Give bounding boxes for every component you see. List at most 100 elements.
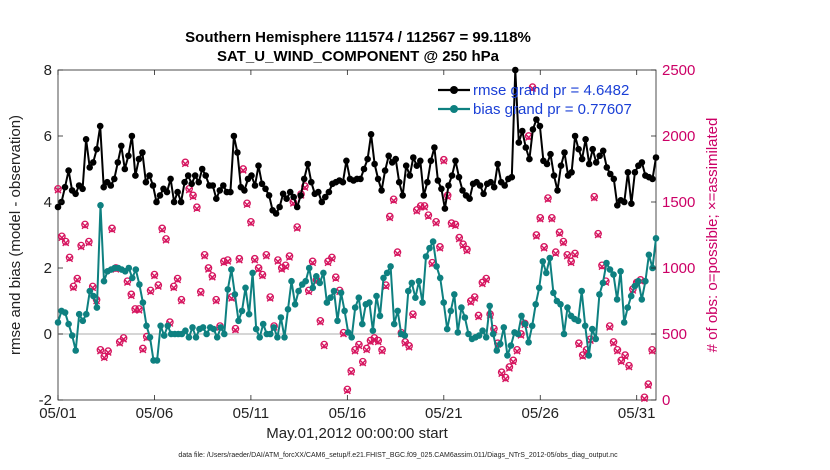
legend: rmse grand pr = 4.6482 bias grand pr = 0… — [438, 82, 632, 118]
bias-point-123 — [489, 330, 497, 338]
bias-point-25 — [143, 322, 150, 330]
bias-point-142 — [557, 301, 564, 308]
obs-assimilated-marker-2 — [62, 239, 70, 247]
bias-point-158 — [613, 296, 621, 303]
rmse-point-98 — [399, 192, 407, 199]
rmse-point-130 — [512, 66, 519, 74]
y2-axis-label: # of obs: o=possible; ×=assimilated — [704, 118, 721, 353]
bias-point-37 — [185, 334, 193, 341]
rmse-point-15 — [107, 182, 115, 189]
rmse-point-117 — [466, 195, 473, 202]
obs-assimilated-marker-68 — [316, 318, 324, 326]
rmse-point-37 — [184, 172, 192, 179]
bias-point-12 — [97, 202, 104, 209]
bias-point-13 — [100, 277, 108, 285]
bias-point-119 — [475, 332, 483, 339]
obs-assimilated-stroke — [239, 166, 247, 174]
rmse-point-74 — [315, 188, 322, 196]
obs-assimilated-stroke — [351, 347, 359, 355]
obs-possible-marker-134 — [571, 249, 579, 258]
obs-assimilated-marker-1 — [58, 234, 66, 242]
obs-assimilated-stroke — [409, 312, 417, 320]
obs-possible-marker-24 — [146, 286, 155, 295]
bias-point-125 — [497, 340, 504, 348]
obs-assimilated-marker-85 — [382, 282, 390, 290]
obs-assimilated-marker-75 — [343, 387, 351, 395]
obs-assimilated-stroke — [563, 252, 571, 260]
obs-possible-marker-18 — [123, 277, 132, 286]
rmse-point-65 — [283, 195, 290, 202]
obs-possible-marker-60 — [285, 252, 294, 260]
bias-point-161 — [624, 304, 631, 311]
bias-point-11 — [93, 304, 101, 311]
rmse-point-142 — [554, 187, 561, 194]
bias-point-84 — [351, 304, 359, 311]
obs-assimilated-marker-6 — [77, 243, 85, 251]
obs-assimilated-stroke — [262, 252, 270, 260]
bias-point-75 — [320, 269, 327, 277]
obs-assimilated-stroke — [451, 222, 459, 230]
obs-assimilated-marker-108 — [471, 294, 479, 302]
obs-possible-marker-54 — [262, 250, 271, 259]
bias-point-5 — [72, 347, 79, 354]
obs-assimilated-stroke — [278, 265, 286, 273]
obs-assimilated-stroke — [606, 323, 614, 331]
obs-assimilated-stroke — [436, 244, 444, 252]
rmse-point-110 — [441, 205, 449, 212]
rmse-point-27 — [149, 182, 157, 189]
rmse-point-25 — [142, 178, 150, 186]
bias-point-140 — [550, 289, 557, 297]
obs-assimilated-marker-40 — [208, 273, 216, 281]
obs-assimilated-stroke — [594, 231, 602, 239]
obs-assimilated-stroke — [212, 297, 220, 305]
obs-possible-marker-28 — [162, 235, 170, 243]
rmse-point-29 — [156, 192, 164, 199]
obs-assimilated-marker-123 — [529, 84, 537, 92]
obs-possible-marker-88 — [393, 248, 402, 257]
rmse-point-10 — [89, 159, 97, 166]
rmse-point-56 — [251, 182, 259, 189]
obs-possible-marker-6 — [77, 241, 85, 250]
rmse-point-3 — [65, 167, 72, 174]
obs-assimilated-marker-133 — [567, 259, 575, 267]
bias-point-26 — [146, 334, 154, 341]
obs-possible-marker-69 — [320, 340, 329, 349]
bias-point-66 — [288, 277, 295, 285]
bias-point-44 — [210, 325, 217, 333]
obs-assimilated-stroke — [332, 275, 340, 283]
obs-assimilated-marker-8 — [85, 239, 93, 247]
obs-possible-marker-92 — [409, 310, 417, 319]
bias-point-167 — [645, 251, 653, 259]
obs-assimilated-stroke — [502, 375, 510, 383]
obs-assimilated-stroke — [328, 255, 336, 263]
bias-point-169 — [652, 235, 660, 242]
bias-series — [54, 202, 660, 364]
rmse-point-90 — [371, 160, 378, 168]
rmse-point-109 — [438, 185, 445, 193]
obs-possible-marker-32 — [177, 295, 186, 304]
rmse-point-75 — [318, 198, 326, 206]
bias-point-144 — [564, 304, 571, 311]
bias-point-126 — [500, 324, 508, 331]
obs-assimilated-marker-102 — [448, 220, 456, 228]
obs-possible-marker-17 — [119, 334, 128, 342]
obs-assimilated-marker-50 — [247, 219, 255, 227]
bias-point-148 — [578, 287, 585, 295]
obs-assimilated-stroke — [463, 247, 471, 255]
bias-point-130 — [514, 330, 522, 338]
plot-area — [57, 69, 657, 401]
rmse-point-81 — [339, 178, 347, 186]
rmse-point-152 — [589, 145, 596, 153]
x-tick-label: 05/31 — [618, 405, 656, 422]
obs-possible-marker-127 — [544, 194, 552, 202]
legend-bias-marker — [450, 105, 458, 113]
obs-assimilated-stroke — [644, 381, 652, 389]
obs-possible-marker-5 — [73, 274, 82, 283]
obs-possible-marker-14 — [108, 224, 116, 233]
bias-point-55 — [249, 269, 256, 277]
obs-possible-marker-55 — [266, 293, 275, 301]
bias-point-0 — [54, 319, 62, 326]
bias-point-113 — [454, 329, 462, 336]
obs-possible-marker-111 — [482, 274, 491, 283]
x-tick-label: 05/26 — [521, 405, 559, 422]
